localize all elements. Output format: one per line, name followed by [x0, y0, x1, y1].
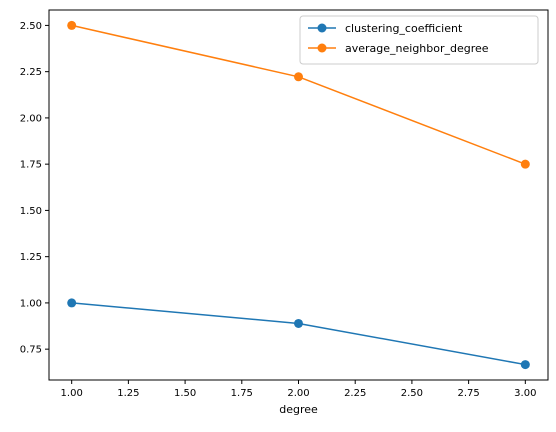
- data-point-average_neighbor_degree: [520, 159, 530, 169]
- x-axis: 1.00 1.25 1.50 1.75 2.00 2.25 2.50 2.75 3.00: [61, 380, 536, 399]
- legend-marker: [317, 43, 327, 53]
- y-tick-label: 0.75: [20, 345, 42, 356]
- data-point-average_neighbor_degree: [294, 72, 303, 82]
- y-tick-label: 2.00: [20, 113, 42, 124]
- y-tick-label: 1.75: [20, 160, 42, 171]
- data-point-clustering_coefficient: [294, 318, 303, 328]
- data-point-average_neighbor_degree: [67, 20, 77, 30]
- x-tick-label: 2.75: [457, 388, 479, 399]
- x-tick-label: 2.50: [401, 388, 423, 399]
- x-tick-label: 1.25: [117, 388, 139, 399]
- x-tick-label: 2.25: [344, 388, 366, 399]
- data-point-clustering_coefficient: [520, 360, 530, 370]
- x-tick-label: 1.00: [61, 388, 83, 399]
- legend-marker: [317, 23, 327, 33]
- y-tick-label: 2.25: [20, 67, 42, 78]
- x-tick-label: 2.00: [287, 388, 309, 399]
- plot-markers: [67, 20, 530, 370]
- y-tick-label: 1.00: [20, 298, 42, 309]
- data-point-clustering_coefficient: [67, 298, 77, 308]
- legend: clustering_coefficient average_neighbor_d…: [299, 15, 539, 65]
- x-tick-label: 1.75: [231, 388, 253, 399]
- y-tick-label: 1.50: [20, 206, 42, 217]
- x-axis-label: degree: [279, 403, 318, 416]
- x-tick-label: 3.00: [514, 388, 536, 399]
- y-tick-label: 1.25: [20, 252, 42, 263]
- legend-box: [299, 15, 539, 65]
- y-axis: 0.75 1.00 1.25 1.50 1.75 2.00 2.25 2.50: [20, 21, 49, 356]
- x-tick-label: 1.50: [174, 388, 196, 399]
- y-tick-label: 2.50: [20, 21, 42, 32]
- legend-label: average_neighbor_degree: [345, 42, 489, 55]
- legend-label: clustering_coefficient: [345, 22, 463, 35]
